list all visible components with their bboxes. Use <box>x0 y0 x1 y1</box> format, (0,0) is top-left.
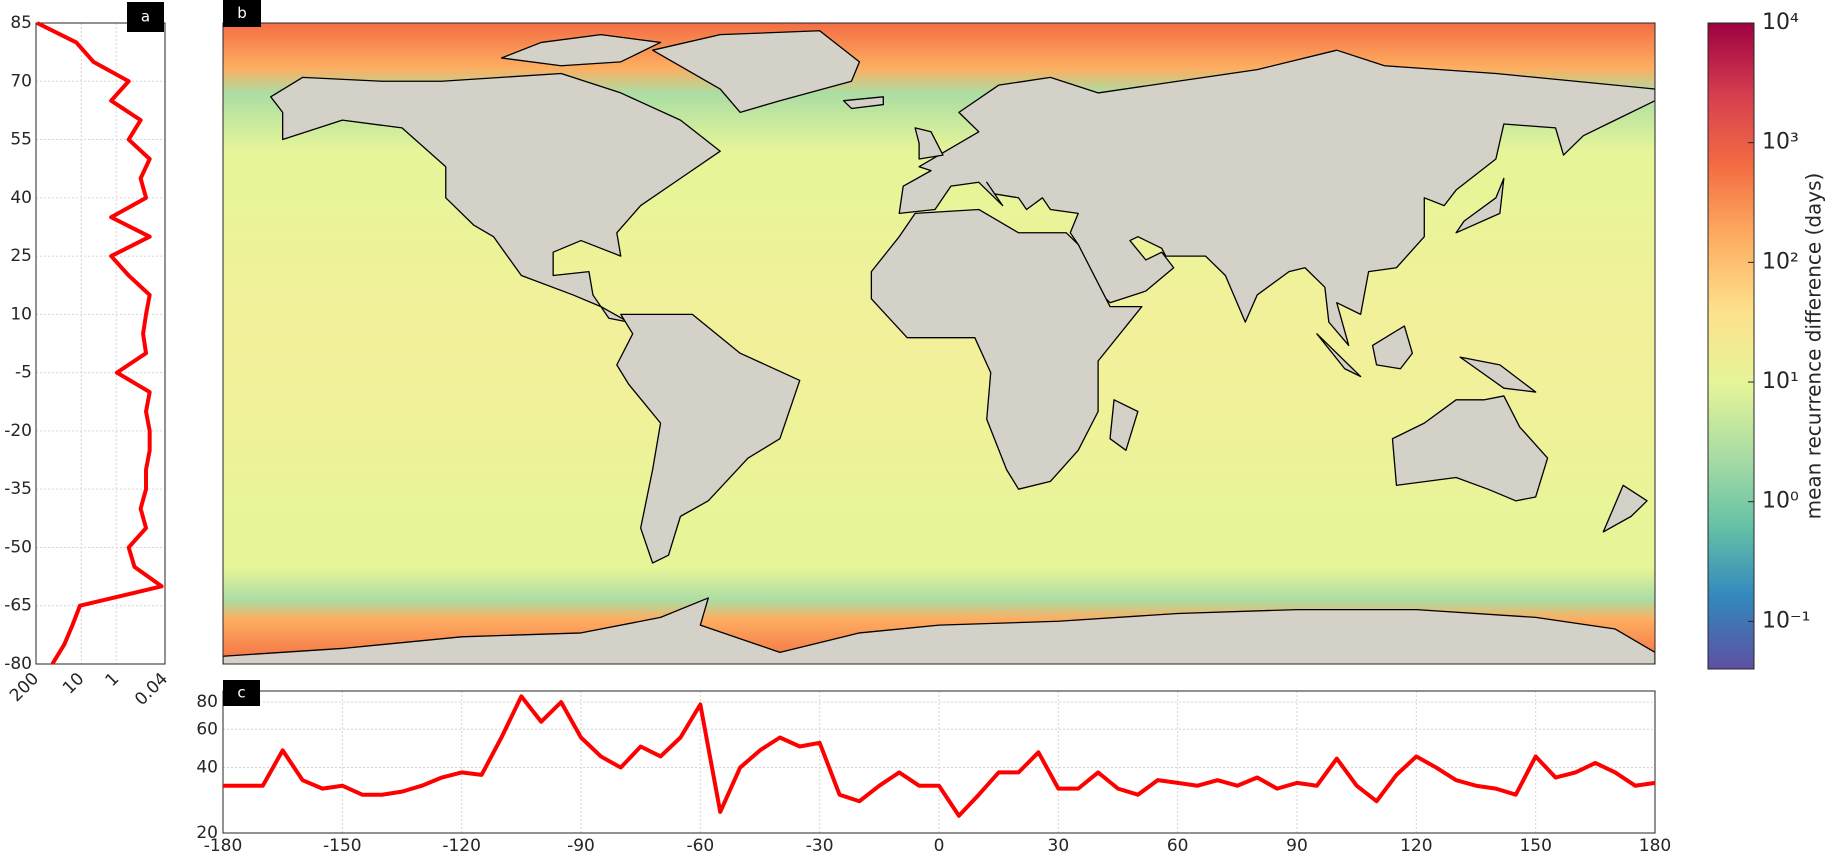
y-tick-label: -80 <box>4 654 32 674</box>
x-tick-label: -90 <box>567 836 595 856</box>
land <box>223 30 1655 664</box>
colorbar-label: mean recurrence difference (days) <box>1802 173 1826 520</box>
x-tick-label: 10 <box>59 669 88 698</box>
x-tick-label: 180 <box>1639 836 1671 856</box>
landmass <box>500 34 662 67</box>
colorbar-tick-label: 10⁰ <box>1762 489 1799 514</box>
panel-label: c <box>237 684 245 702</box>
colorbar-tick-label: 10² <box>1762 249 1799 274</box>
y-tick-label: 40 <box>10 188 32 208</box>
y-tick-label: -35 <box>4 479 32 499</box>
landmass <box>842 96 884 110</box>
landmass <box>870 208 1143 490</box>
panel-label-box <box>223 680 260 706</box>
colorbar-tick-label: 10³ <box>1762 130 1799 155</box>
x-tick-label: -180 <box>204 836 243 856</box>
landmass <box>1602 484 1648 533</box>
x-tick-label: -120 <box>442 836 481 856</box>
panel-label-box <box>223 0 261 27</box>
map-frame <box>222 22 1656 665</box>
y-tick-label: 20 <box>196 823 218 843</box>
colorbar <box>1707 22 1755 670</box>
y-tick-label: 10 <box>10 304 32 324</box>
y-tick-label: 40 <box>196 758 218 778</box>
y-tick-label: -50 <box>4 537 32 557</box>
x-tick-label: 120 <box>1400 836 1432 856</box>
x-tick-label: 150 <box>1519 836 1551 856</box>
axes-frame <box>222 690 1656 834</box>
landmass <box>1455 177 1505 234</box>
panel-label-box <box>127 2 164 32</box>
x-tick-label: -60 <box>686 836 714 856</box>
x-tick-label: -30 <box>806 836 834 856</box>
x-tick-label: 200 <box>6 669 43 706</box>
series-line <box>223 694 1656 818</box>
x-tick-label: -150 <box>323 836 362 856</box>
y-tick-label: 80 <box>196 692 218 712</box>
x-tick-label: 0 <box>934 836 945 856</box>
x-tick-label: 90 <box>1286 836 1308 856</box>
landmass <box>223 597 1655 664</box>
x-tick-label: 60 <box>1167 836 1189 856</box>
panel-label: a <box>141 8 150 26</box>
colorbar-tick-label: 10¹ <box>1762 369 1799 394</box>
y-tick-label: -5 <box>15 363 32 383</box>
landmass <box>1459 356 1537 393</box>
axes-frame <box>35 22 166 665</box>
y-tick-label: 85 <box>10 13 32 33</box>
y-tick-label: -65 <box>4 596 32 616</box>
landmass <box>1316 333 1362 378</box>
y-tick-label: 70 <box>10 71 32 91</box>
landmass <box>898 49 1655 347</box>
landmass <box>1109 399 1139 451</box>
landmass <box>651 30 861 114</box>
landmass <box>1371 325 1414 370</box>
x-tick-label: 0.04 <box>131 669 172 710</box>
y-tick-label: -20 <box>4 421 32 441</box>
landmass <box>616 313 801 564</box>
landmass <box>1391 395 1549 502</box>
y-tick-label: 60 <box>196 719 218 739</box>
x-tick-label: 30 <box>1048 836 1070 856</box>
panel-label: b <box>237 4 247 22</box>
profile-line <box>36 21 164 666</box>
y-tick-label: 55 <box>10 130 32 150</box>
landmass <box>270 72 721 323</box>
colorbar-tick-label: 10⁻¹ <box>1762 608 1810 633</box>
y-tick-label: 25 <box>10 246 32 266</box>
x-tick-label: 1 <box>102 669 124 691</box>
colorbar-tick-label: 10⁴ <box>1762 10 1799 35</box>
landmass <box>914 127 944 160</box>
